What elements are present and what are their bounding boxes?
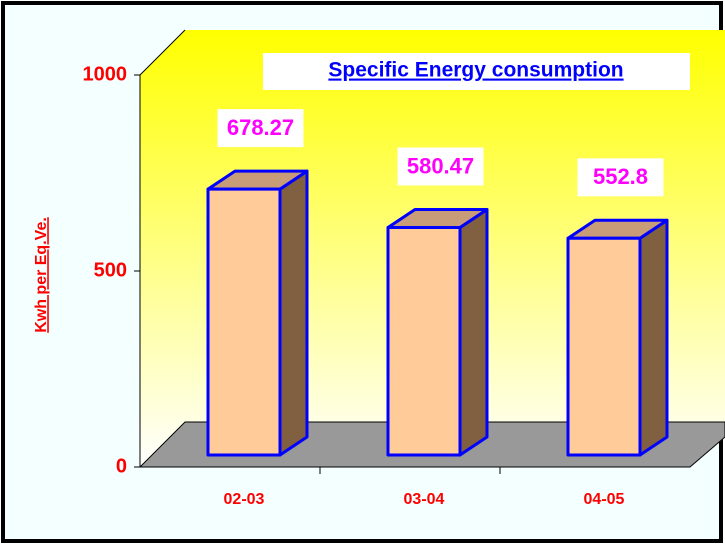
- bar: [566, 218, 669, 457]
- bar-side: [458, 207, 489, 457]
- title-box: [263, 53, 690, 90]
- x-tick-label: 02-03: [224, 491, 265, 508]
- bar-front: [386, 225, 462, 457]
- bar-side: [278, 169, 309, 457]
- x-tick-label: 03-04: [404, 491, 445, 508]
- wall-edge: [139, 29, 186, 76]
- y-tick-label: 0: [116, 455, 127, 477]
- value-label: 552.8: [593, 164, 648, 189]
- bar-front: [206, 187, 282, 457]
- y-tick-label: 500: [94, 259, 127, 281]
- bar: [206, 169, 309, 457]
- bar-front: [566, 236, 642, 457]
- value-label: 580.47: [407, 153, 474, 178]
- bar: [386, 207, 489, 457]
- chart-title: Specific Energy consumption: [328, 59, 623, 82]
- value-label-box: [577, 158, 664, 197]
- y-tick-label: 1000: [83, 63, 128, 85]
- value-label-box: [217, 109, 304, 148]
- x-tick-label: 04-05: [584, 491, 625, 508]
- bar-side: [638, 218, 669, 457]
- value-label-box: [397, 147, 484, 186]
- value-label: 678.27: [227, 115, 294, 140]
- y-axis-label: Kwh per Eq.Ve.: [33, 217, 50, 333]
